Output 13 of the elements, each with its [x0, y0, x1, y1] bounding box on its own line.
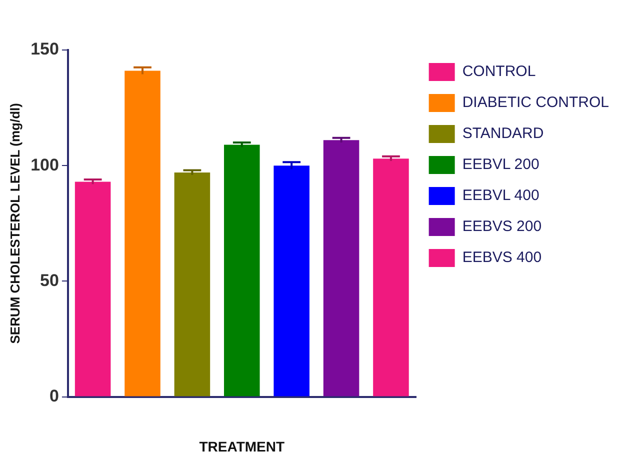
legend-label: CONTROL [462, 63, 536, 80]
legend-label: EEBVL 200 [462, 156, 540, 174]
legend-label: EEBVS 200 [462, 218, 542, 236]
y-tick-label: 50 [40, 270, 59, 290]
y-axis-title: SERUM CHOLESTEROL LEVEL (mg/dl) [7, 103, 22, 344]
legend-label: DIABETIC CONTROL [462, 94, 610, 112]
y-tick-label: 150 [30, 40, 59, 59]
y-tick-label: 0 [49, 386, 59, 406]
legend-label: STANDARD [462, 125, 544, 142]
y-tick-label: 100 [30, 155, 59, 174]
legend-label: EEBVL 400 [462, 187, 540, 204]
legend-label: EEBVS 400 [462, 249, 542, 266]
x-axis-title: TREATMENT [199, 438, 285, 454]
